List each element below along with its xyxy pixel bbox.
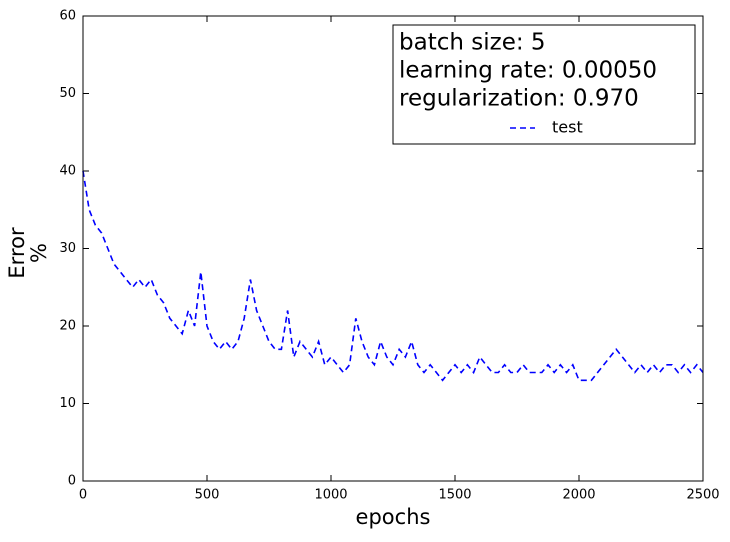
- x-tick-label: 1500: [438, 488, 471, 503]
- y-axis-label-line: %: [27, 243, 51, 263]
- legend-box: [392, 24, 696, 145]
- legend-title-line: learning rate: 0.00050: [399, 58, 657, 84]
- x-tick-label: 2500: [686, 488, 719, 503]
- x-tick-label: 1000: [314, 488, 347, 503]
- y-tick-label: 50: [59, 86, 76, 101]
- plot-frame: [82, 15, 704, 482]
- x-tick-label: 2000: [562, 488, 595, 503]
- y-tick-label: 60: [59, 9, 76, 24]
- y-axis-label: Error %: [5, 227, 51, 279]
- y-tick-label: 10: [59, 396, 76, 411]
- x-axis-label: epochs: [356, 505, 431, 529]
- y-axis-label-line: Error: [5, 227, 29, 279]
- y-tick-label: 0: [68, 474, 76, 489]
- legend-title-line: regularization: 0.970: [399, 86, 639, 112]
- legend-label: test: [552, 118, 583, 137]
- data-line: [82, 170, 704, 382]
- y-tick-label: 30: [59, 241, 76, 256]
- y-tick-label: 40: [59, 164, 76, 179]
- legend-title-line: batch size: 5: [399, 30, 546, 56]
- x-tick-label: 500: [195, 488, 220, 503]
- y-tick-label: 20: [59, 319, 76, 334]
- x-tick-label: 0: [79, 488, 87, 503]
